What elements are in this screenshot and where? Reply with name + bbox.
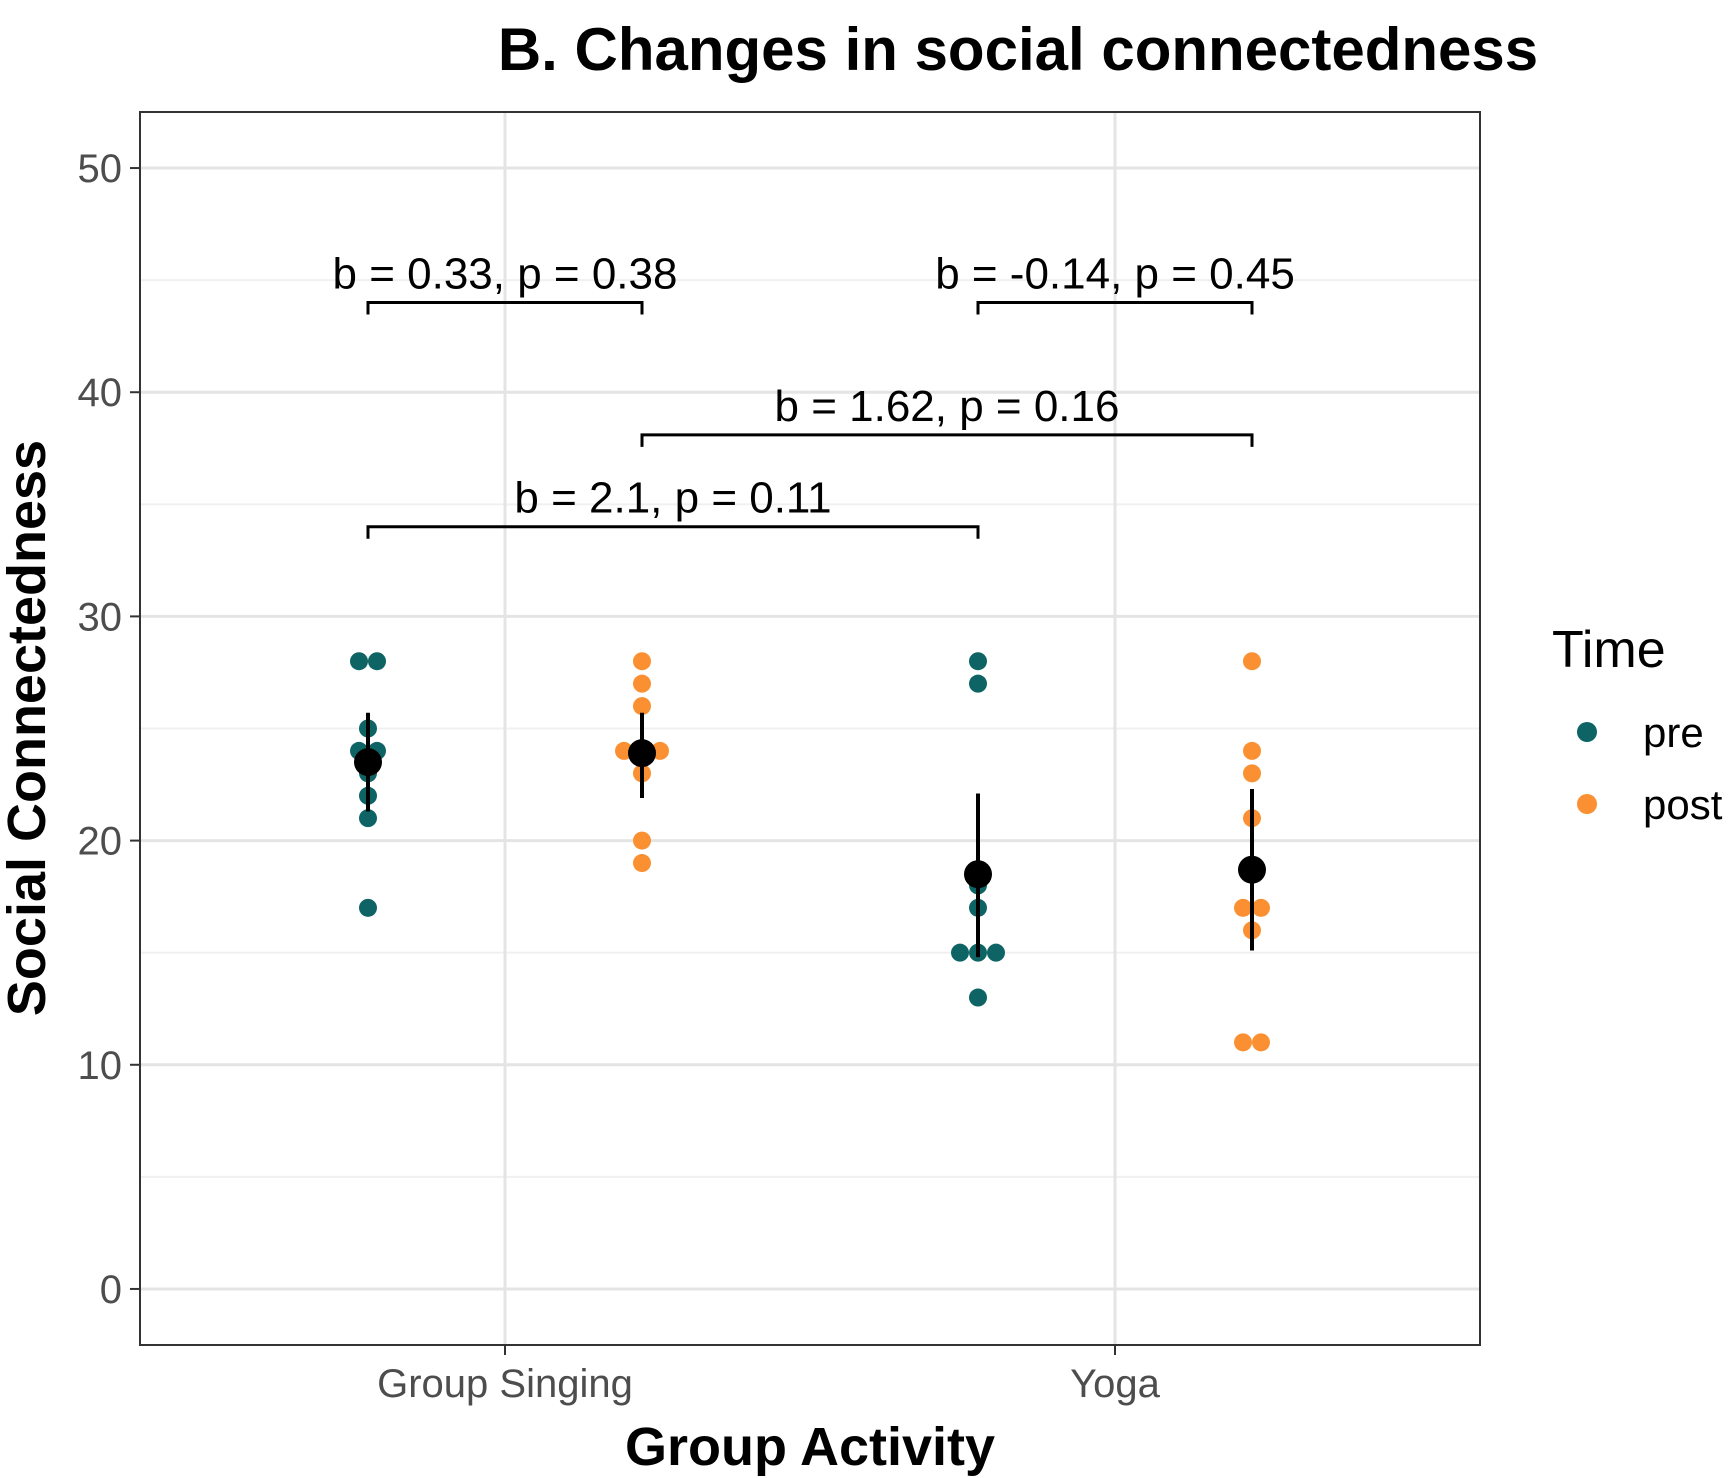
- point-post: [1252, 898, 1270, 917]
- point-post: [1234, 1033, 1252, 1052]
- x-axis: Group Singing Yoga: [377, 1345, 1161, 1406]
- y-tick-label: 10: [78, 1044, 123, 1088]
- bracket-label: b = 0.33, p = 0.38: [333, 250, 678, 299]
- significance-brackets: b = 0.33, p = 0.38 b = -0.14, p = 0.45 b =…: [333, 250, 1295, 539]
- y-tick-label: 0: [100, 1268, 122, 1312]
- point-pre: [359, 898, 377, 917]
- point-pre: [359, 809, 377, 828]
- bracket: [366, 525, 980, 539]
- y-axis-title: Social Connectedness: [0, 440, 57, 1016]
- x-tick-label: Yoga: [1070, 1362, 1161, 1406]
- y-tick-label: 50: [78, 147, 123, 191]
- point-pre: [987, 943, 1005, 962]
- gridlines: [140, 112, 1480, 1345]
- mean-point: [964, 860, 992, 889]
- point-post: [1243, 741, 1261, 760]
- point-post: [633, 831, 651, 850]
- point-pre: [951, 943, 969, 962]
- x-axis-title: Group Activity: [625, 1417, 995, 1477]
- x-tick-label: Group Singing: [377, 1362, 633, 1406]
- point-pre: [969, 652, 987, 671]
- point-pre: [969, 674, 987, 693]
- point-post: [633, 854, 651, 873]
- legend-key-post: [1577, 794, 1597, 814]
- y-axis: 0 10 20 30 40 50: [78, 147, 140, 1312]
- point-pre: [368, 652, 386, 671]
- bracket: [640, 433, 1254, 447]
- legend: Time pre post: [1552, 621, 1723, 828]
- point-pre: [350, 652, 368, 671]
- legend-key-pre: [1577, 722, 1597, 742]
- mean-ci-markers: [354, 712, 1266, 958]
- mean-point: [628, 739, 656, 768]
- legend-title: Time: [1552, 621, 1666, 679]
- y-tick-label: 30: [78, 595, 123, 639]
- mean-point: [1238, 855, 1266, 884]
- panel-border: [139, 111, 1481, 1346]
- point-post: [633, 697, 651, 716]
- bracket-label: b = 2.1, p = 0.11: [514, 474, 831, 523]
- point-post: [1243, 652, 1261, 671]
- chart-title: B. Changes in social connectedness: [498, 16, 1538, 83]
- bracket: [366, 301, 644, 315]
- point-post: [1252, 1033, 1270, 1052]
- bracket-label: b = 1.62, p = 0.16: [775, 382, 1120, 431]
- mean-point: [354, 748, 382, 777]
- point-post: [1234, 898, 1252, 917]
- plot-panel: b = 0.33, p = 0.38 b = -0.14, p = 0.45 b =…: [139, 111, 1481, 1346]
- point-pre: [969, 988, 987, 1007]
- bracket: [976, 301, 1254, 315]
- y-tick-label: 40: [78, 371, 123, 415]
- point-post: [633, 652, 651, 671]
- point-post: [633, 674, 651, 693]
- legend-label-pre: pre: [1643, 709, 1704, 756]
- point-post: [1243, 764, 1261, 783]
- y-tick-label: 20: [78, 820, 123, 864]
- bracket-label: b = -0.14, p = 0.45: [935, 250, 1295, 299]
- legend-label-post: post: [1643, 781, 1723, 828]
